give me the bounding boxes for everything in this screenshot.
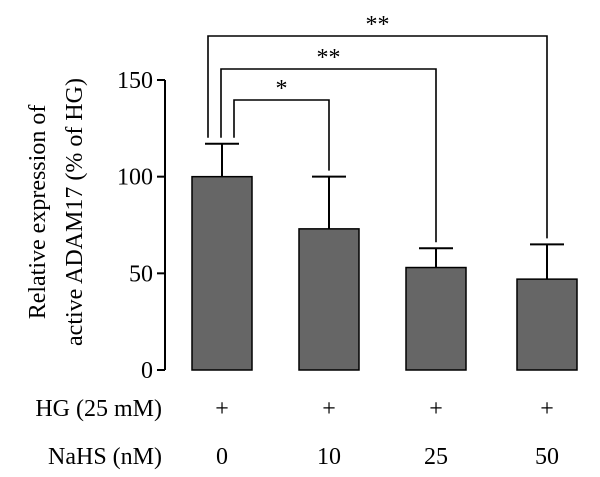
y-tick-label: 150 — [117, 68, 153, 94]
condition-row-label: NaHS (nM) — [48, 444, 162, 470]
condition-cell: 50 — [535, 444, 559, 470]
y-axis-label-line: active ADAM17 (% of HG) — [62, 78, 88, 346]
bar — [516, 278, 578, 371]
y-axis-label-line: Relative expression of — [25, 105, 51, 320]
y-tick-label: 100 — [117, 165, 153, 191]
bars-group — [191, 175, 578, 371]
y-axis-label: Relative expression of active ADAM17 (% o… — [25, 78, 88, 346]
significance-bracket — [233, 99, 330, 171]
bar — [405, 266, 467, 371]
condition-row-label: HG (25 mM) — [35, 396, 162, 422]
bar — [191, 175, 253, 371]
bar — [298, 228, 360, 371]
y-tick-label: 50 — [129, 261, 153, 287]
significance-label: ** — [366, 12, 390, 38]
significance-label: ** — [317, 45, 341, 71]
condition-cell: 0 — [216, 444, 228, 470]
condition-cell: + — [215, 396, 229, 422]
significance-brackets: ***** — [207, 12, 548, 243]
y-axis: 0 50 100 150 — [117, 68, 166, 384]
significance-bracket — [207, 35, 548, 239]
significance-label: * — [276, 76, 288, 102]
y-tick-label: 0 — [141, 358, 153, 384]
condition-cell: + — [540, 396, 554, 422]
condition-cell: + — [322, 396, 336, 422]
significance-bracket — [220, 68, 437, 243]
condition-cell: 10 — [317, 444, 341, 470]
condition-cell: + — [429, 396, 443, 422]
condition-cell: 25 — [424, 444, 448, 470]
error-bars-group — [205, 142, 564, 280]
condition-table: HG (25 mM) + + + + NaHS (nM) 0 10 25 50 — [35, 396, 559, 470]
